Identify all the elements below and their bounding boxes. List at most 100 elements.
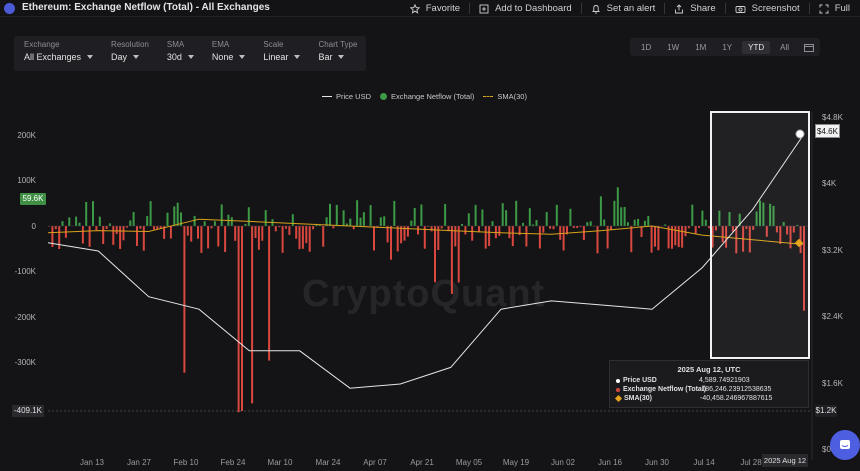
highlight-box: [710, 111, 810, 359]
tooltip-key: Price USD: [623, 377, 657, 384]
fullscreen-label: Full: [834, 3, 850, 14]
screenshot-button[interactable]: Screenshot: [726, 3, 810, 14]
tooltip-date: 2025 Aug 12, UTC: [677, 365, 741, 374]
scale-select[interactable]: Scale Linear: [263, 40, 301, 71]
tooltip-row-price: Price USD 4,589.74921903: [610, 376, 808, 385]
x-tick: Jul 28: [740, 458, 762, 467]
chevron-down-icon: [239, 55, 246, 59]
tooltip-value: -186,246.23912538635: [699, 386, 772, 393]
x-tick: Mar 24: [315, 458, 341, 467]
tooltip-key: SMA(30): [624, 395, 653, 402]
watermark: CryptoQuant: [302, 273, 546, 315]
scale-value: Linear: [263, 52, 289, 62]
sma-value: 30d: [166, 52, 182, 62]
camera-icon: [735, 5, 746, 13]
set-alert-label: Set an alert: [606, 3, 656, 14]
legend-netflow[interactable]: Exchange Netflow (Total): [380, 92, 474, 101]
dash-swatch-icon: [483, 96, 494, 97]
chevron-down-icon: [187, 55, 194, 59]
chart-controls: Exchange All Exchanges Resolution Day SM…: [14, 36, 366, 71]
range-1w[interactable]: 1W: [667, 42, 680, 52]
y-left-tick: 100K: [17, 176, 36, 185]
chevron-down-icon: [294, 55, 301, 59]
chart-legend: Price USD Exchange Netflow (Total) SMA(3…: [322, 92, 536, 101]
tooltip-value: -40,458.246967887615: [700, 395, 773, 402]
bell-icon: [591, 4, 600, 13]
resolution-select[interactable]: Resolution Day: [111, 40, 149, 71]
tooltip-row-netflow: Exchange Netflow (Total) -186,246.239125…: [610, 385, 808, 394]
favorite-button[interactable]: Favorite: [401, 3, 471, 14]
x-tick: Jan 13: [79, 458, 105, 467]
fullscreen-icon: [819, 4, 829, 13]
x-tick: Jun 02: [550, 458, 576, 467]
sma-select[interactable]: SMA 30d: [167, 40, 194, 71]
exchange-value: All Exchanges: [24, 52, 82, 62]
add-to-dashboard-button[interactable]: Add to Dashboard: [470, 3, 582, 14]
exchange-select[interactable]: Exchange All Exchanges: [24, 40, 94, 71]
scale-label: Scale: [263, 40, 284, 49]
sma-label: SMA: [166, 40, 185, 49]
legend-sma-label: SMA(30): [497, 92, 527, 101]
chat-icon: [840, 440, 850, 449]
legend-netflow-label: Exchange Netflow (Total): [391, 92, 475, 101]
tooltip-key: Exchange Netflow (Total): [623, 386, 707, 393]
dashboard-icon: [479, 4, 489, 13]
y-right-tick: $2.4K: [822, 312, 843, 321]
legend-sma[interactable]: SMA(30): [483, 92, 527, 101]
netflow-bars: [48, 187, 805, 413]
chart-type-label: Chart Type: [318, 40, 358, 49]
x-tick: Feb 24: [220, 458, 246, 467]
ema-value: None: [211, 52, 234, 62]
chevron-down-icon: [338, 55, 345, 59]
chart-type-select[interactable]: Chart Type Bar: [318, 40, 357, 71]
screenshot-label: Screenshot: [751, 3, 800, 14]
y-left-tick: -200K: [14, 313, 36, 322]
range-1m[interactable]: 1M: [695, 42, 707, 52]
chevron-down-icon: [87, 55, 94, 59]
y-left-tick: 200K: [17, 131, 36, 140]
cryptoquant-logo-icon: [4, 3, 15, 14]
range-ytd[interactable]: YTD: [742, 40, 771, 54]
y-left-tick: -100K: [14, 267, 36, 276]
y-left-tick: -300K: [14, 358, 36, 367]
legend-price[interactable]: Price USD: [322, 92, 371, 101]
dot-swatch-icon: [380, 93, 388, 100]
crosshair-date-badge: 2025 Aug 12: [762, 454, 808, 467]
white-dot-icon: [616, 378, 620, 383]
tooltip-value: 4,589.74921903: [699, 377, 750, 384]
star-icon: [409, 3, 420, 14]
range-all[interactable]: All: [780, 42, 790, 52]
range-1y[interactable]: 1Y: [722, 42, 733, 52]
legend-price-label: Price USD: [336, 92, 372, 101]
sma-line: [47, 218, 804, 245]
current-netflow-badge: 59.6K: [20, 193, 46, 205]
x-tick: Jun 30: [644, 458, 670, 467]
range-1d[interactable]: 1D: [641, 42, 652, 52]
x-tick: Jun 16: [597, 458, 623, 467]
line-swatch-icon: [322, 95, 332, 98]
y-left-tick: 0: [31, 222, 36, 231]
tooltip-row-sma: SMA(30) -40,458.246967887615: [610, 394, 808, 403]
share-button[interactable]: Share: [665, 3, 726, 14]
price-current-marker: [795, 129, 805, 139]
fullscreen-button[interactable]: Full: [810, 3, 850, 14]
chart-tooltip: 2025 Aug 12, UTC Price USD 4,589.7492190…: [609, 360, 809, 408]
chevron-down-icon: [133, 55, 140, 59]
add-to-dashboard-label: Add to Dashboard: [495, 3, 572, 14]
y-right-tick: $1.6K: [822, 379, 843, 388]
calendar-button[interactable]: [801, 43, 817, 52]
set-alert-button[interactable]: Set an alert: [582, 3, 666, 14]
share-label: Share: [690, 3, 716, 14]
exchange-label: Exchange: [24, 40, 60, 49]
y-right-tick: $3.2K: [822, 246, 843, 255]
x-tick: Jan 27: [126, 458, 152, 467]
x-tick: May 05: [455, 458, 483, 467]
x-tick: Mar 10: [267, 458, 293, 467]
chart-type-value: Bar: [318, 52, 333, 62]
header-actions: Favorite Add to Dashboard Set an alert S…: [401, 0, 850, 17]
chat-support-button[interactable]: [830, 430, 860, 460]
ema-label: EMA: [211, 40, 230, 49]
ema-select[interactable]: EMA None: [212, 40, 246, 71]
red-dot-icon: [616, 387, 620, 392]
